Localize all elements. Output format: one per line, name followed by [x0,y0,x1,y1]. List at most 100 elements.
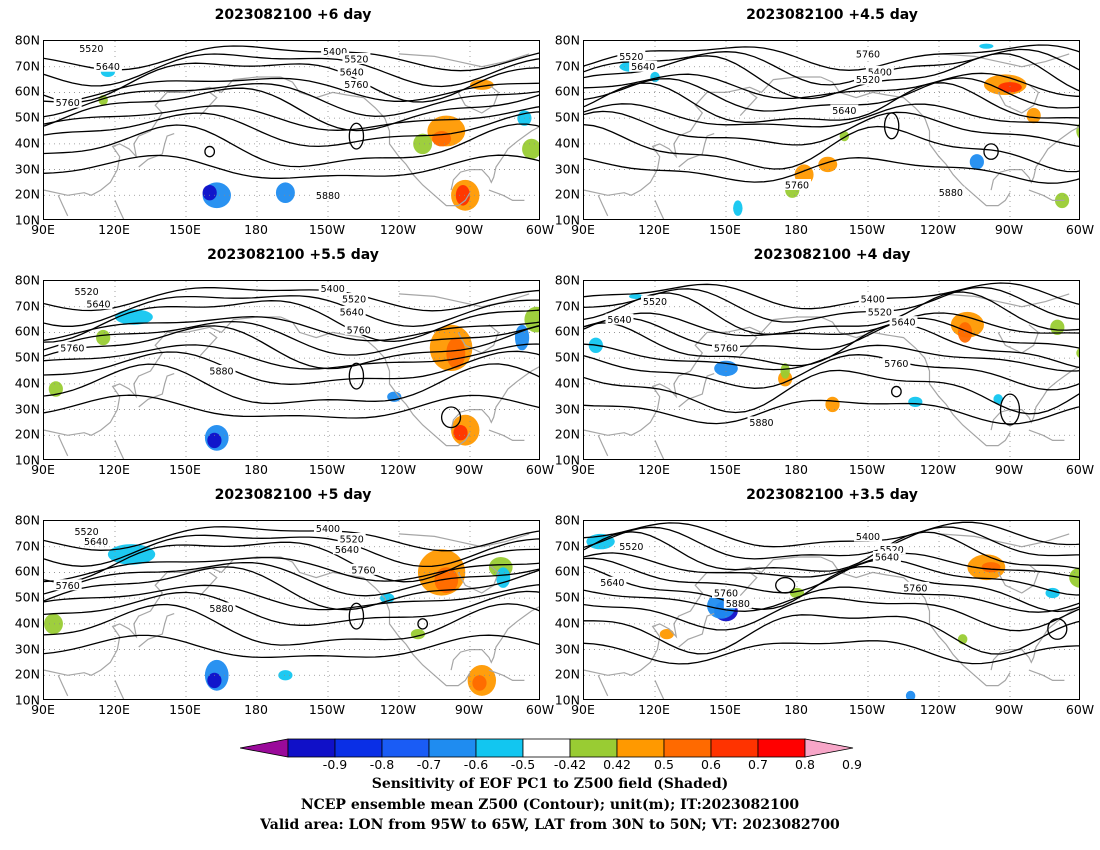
coastline [678,373,715,408]
colorbar-arrow-left [240,738,289,758]
map-panel-6: 5520 5640 5760 5400 5520 5640 5760 5880 [583,520,1080,700]
lat-tick-label: 60N [554,563,580,579]
z500-contour [584,640,1079,665]
coastline [114,680,125,699]
lat-tick-label: 30N [14,161,40,177]
contour-label: 5400 [861,295,885,306]
colorbar-segment [663,738,712,758]
z500-contour [44,541,539,583]
lon-tick-label: 120E [98,222,130,237]
lon-tick-label: 180 [784,222,808,237]
lat-tick-label: 20N [554,666,580,682]
z500-closed-contour [883,112,900,140]
lat-tick-label: 60N [554,83,580,99]
coastline [114,200,125,219]
sensitivity-shading [413,133,433,155]
contour-label-bg [53,579,82,591]
coastline [820,76,1011,207]
contour-label-bg [617,50,646,62]
contour-label: 5400 [868,67,892,78]
contour-label: 5520 [619,542,643,553]
z500-closed-contour [348,122,365,150]
lat-tick-label: 40N [14,135,40,151]
z500-contour [584,317,1079,351]
colorbar-segment [569,738,618,758]
z500-contour [44,123,539,168]
z500-contour [584,369,1079,415]
coastline [990,606,1079,671]
lon-tick-label: 180 [244,222,268,237]
coastline [654,680,665,699]
map-panel-2: 5520 5640 5760 5400 5520 5640 5760 5880 [583,40,1080,220]
lon-tick-label: 150E [709,222,741,237]
coastline [488,189,525,201]
z500-contour [584,103,1079,128]
z500-closed-contour [348,362,365,390]
contour-label: 5520 [868,307,892,318]
coastline [138,133,175,168]
contour-label-bg [872,551,901,562]
z500-contour [44,534,539,568]
contour-label-bg [332,543,361,555]
z500-contour [584,48,1079,86]
contour-label: 5760 [351,565,375,576]
lat-tick-label: 30N [14,401,40,417]
contour-label: 5520 [344,55,368,66]
coastline [44,316,281,436]
z500-contour [584,286,1079,323]
lat-tick-label: 10N [554,692,580,708]
lat-tick-label: 10N [14,212,40,228]
contour-label-bg [314,189,342,201]
contour-label: 5760 [56,581,80,592]
lon-tick-label: 90W [994,222,1024,237]
lat-tick-label: 70N [14,298,40,314]
lat-tick-label: 10N [554,212,580,228]
coastline [597,675,609,697]
z500-contour [44,634,539,659]
contour-label-bg [337,305,366,317]
colorbar-tick-label: -0.7 [416,757,442,772]
sensitivity-shading [380,593,395,604]
panel-title-1: 2023082100 +6 day [214,7,372,23]
sensitivity-shading [1076,348,1079,358]
coastline [739,571,758,597]
contour-label-bg [854,530,882,542]
z500-contour [44,154,539,179]
sensitivity-shading [957,322,973,343]
lon-tick-label: 180 [244,462,268,477]
coastline [114,440,125,459]
z500-contour [44,350,539,385]
contour-label-bg [605,313,634,325]
contour-label-bg [58,341,87,353]
lat-tick-label: 70N [14,58,40,74]
lon-tick-label: 120W [379,222,417,237]
z500-contour [44,295,539,328]
contour-label: 5760 [56,98,80,109]
contour-label: 5760 [714,343,738,354]
coastline [820,316,1011,447]
lon-tick-label: 120W [919,462,957,477]
lon-tick-label: 90W [454,462,484,477]
contour-label: 5880 [939,188,963,199]
contour-label-bg [84,298,113,310]
z500-contour [584,557,1079,596]
contour-label: 5880 [209,367,233,378]
contour-label-bg [340,293,369,304]
sensitivity-shading [628,293,644,299]
contour-label-bg [318,282,347,294]
coastline [678,133,715,168]
contour-label-bg [337,65,366,77]
sensitivity-shading [659,629,674,640]
contour-label-bg [349,563,378,575]
sensitivity-shading [96,329,111,346]
z500-contour [584,399,1079,425]
contour-label: 5880 [749,418,773,429]
z500-contour [584,521,1079,548]
sensitivity-shading [275,182,295,203]
contour-label: 5640 [84,537,108,548]
contour-label-bg [783,179,811,190]
contour-label-bg [641,295,669,307]
